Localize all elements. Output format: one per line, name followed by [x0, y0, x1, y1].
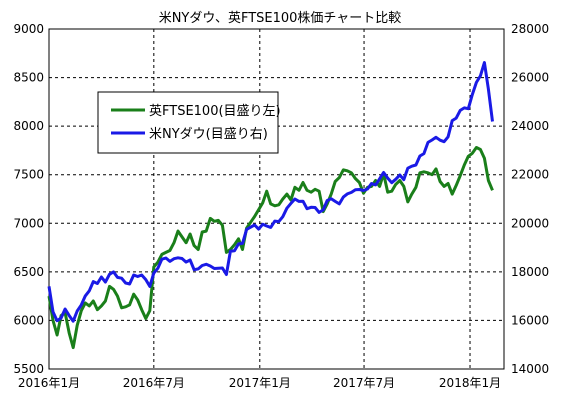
right-tick-label: 26000: [511, 71, 549, 85]
left-tick-label: 6500: [13, 265, 44, 279]
x-tick-label: 2017年7月: [333, 376, 395, 390]
left-tick-label: 5500: [13, 362, 44, 376]
left-axis-tick-labels: 9000 8500 8000 7500 7000 6500 6000 5500: [13, 22, 44, 376]
x-tick-label: 2017年1月: [229, 376, 291, 390]
x-tick-label: 2016年7月: [123, 376, 185, 390]
right-tick-label: 20000: [511, 216, 549, 230]
left-tick-label: 7000: [13, 216, 44, 230]
x-axis-tick-labels: 2016年1月 2016年7月 2017年1月 2017年7月 2018年1月: [18, 376, 501, 390]
right-tick-label: 28000: [511, 22, 549, 36]
series-line-ftse100: [47, 146, 494, 350]
left-tick-label: 7500: [13, 168, 44, 182]
series-line-nydow: [47, 61, 494, 323]
left-tick-label: 8000: [13, 119, 44, 133]
grid-lines: [49, 29, 504, 369]
x-tick-label: 2016年1月: [18, 376, 80, 390]
legend: 英FTSE100(目盛り左) 米NYダウ(目盛り右): [97, 91, 281, 154]
chart-title: 米NYダウ、英FTSE100株価チャート比較: [159, 11, 402, 26]
right-tick-label: 24000: [511, 119, 549, 133]
left-tick-label: 8500: [13, 71, 44, 85]
left-tick-label: 6000: [13, 313, 44, 327]
right-tick-label: 14000: [511, 362, 549, 376]
right-tick-label: 18000: [511, 265, 549, 279]
series-layer: [47, 61, 494, 350]
plot-area-frame: [48, 28, 505, 370]
legend-label-dow: 米NYダウ(目盛り右): [149, 127, 268, 142]
x-tick-label: 2018年1月: [439, 376, 501, 390]
legend-label-ftse: 英FTSE100(目盛り左): [149, 104, 281, 119]
right-tick-label: 16000: [511, 313, 549, 327]
left-tick-label: 9000: [13, 22, 44, 36]
legend-box: [97, 91, 279, 154]
right-tick-label: 22000: [511, 168, 549, 182]
right-axis-tick-labels: 28000 26000 24000 22000 20000 18000 16000 14000: [511, 22, 549, 376]
